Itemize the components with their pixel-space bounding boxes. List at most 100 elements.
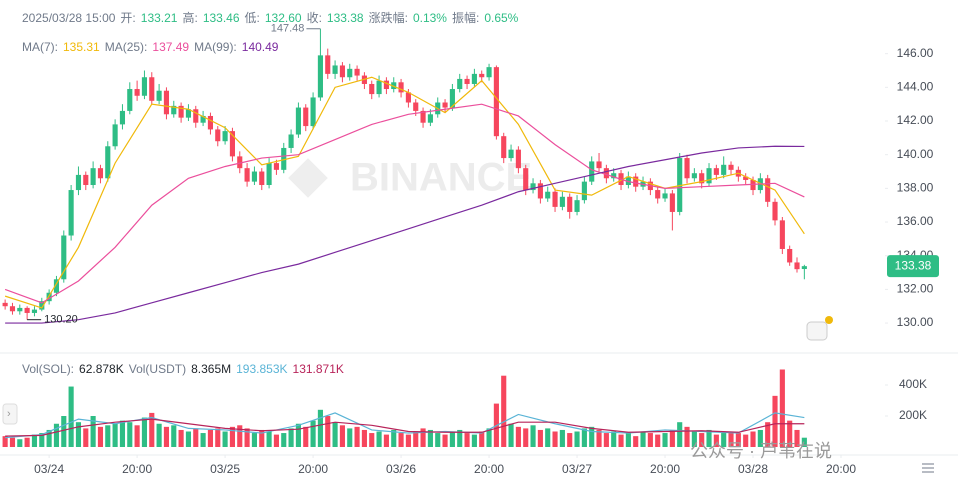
- volume-bar: [596, 429, 602, 447]
- volume-bar: [801, 437, 807, 447]
- candle-body: [259, 171, 265, 185]
- volume-ma-line: [5, 418, 805, 437]
- volume-bar: [237, 425, 243, 447]
- volume-bar: [743, 434, 749, 447]
- header: 2025/03/28 15:00 开: 133.21 高: 133.46 低: 132.60…: [22, 9, 523, 26]
- candle-body: [413, 102, 419, 111]
- field-label: 收:: [306, 11, 322, 25]
- volume-bar: [251, 433, 257, 447]
- ma-line: [4, 103, 805, 304]
- field-value: 0.13%: [412, 11, 447, 25]
- volume-bar: [46, 429, 52, 447]
- volume-bar: [68, 386, 74, 447]
- volume-bar: [684, 426, 690, 447]
- candle-body: [149, 77, 155, 101]
- candle-body: [383, 80, 389, 90]
- candle-body: [743, 176, 749, 180]
- vol-ma-value: 193.853K: [236, 362, 288, 376]
- candle-body: [515, 149, 521, 169]
- volume-bar: [185, 431, 192, 447]
- candle-body: [603, 168, 609, 179]
- candle-body: [405, 92, 411, 103]
- candle-body: [530, 183, 536, 191]
- volume-bar: [273, 434, 279, 447]
- candle-body: [171, 105, 177, 115]
- x-tick-label: 03/28: [738, 462, 768, 476]
- candle-body: [787, 248, 793, 263]
- candle-body: [39, 301, 45, 310]
- volume-bar: [112, 423, 118, 447]
- volume-bar: [611, 431, 617, 447]
- candle-body: [273, 163, 279, 170]
- candle-body: [464, 78, 470, 84]
- candle-body: [457, 78, 463, 90]
- candle-body: [185, 109, 192, 118]
- volume-bar: [471, 434, 477, 447]
- volume-bar: [339, 425, 345, 447]
- candle-body: [9, 306, 16, 312]
- volume-bar: [420, 428, 426, 447]
- candle-body: [119, 110, 126, 125]
- high-label: 147.48: [271, 23, 305, 35]
- volume-bar: [119, 420, 126, 447]
- ma-line: [4, 76, 805, 309]
- y-tick-label: 140.00: [897, 147, 934, 161]
- volume-bar: [537, 429, 543, 447]
- datetime: 2025/03/28 15:00: [22, 11, 116, 25]
- low-label: 130.20: [44, 314, 78, 326]
- field-value: 133.38: [326, 11, 364, 25]
- ma-value: 137.49: [152, 40, 190, 54]
- volume-bar: [222, 431, 228, 447]
- candle-body: [127, 89, 133, 111]
- collapse-button[interactable]: [2, 403, 18, 425]
- volume-bar: [207, 429, 214, 447]
- volume-bar: [141, 417, 148, 447]
- settings-icon[interactable]: [922, 463, 934, 473]
- volume-bar: [457, 429, 463, 447]
- candle-body: [581, 181, 587, 201]
- candle-body: [251, 171, 257, 182]
- candle-body: [83, 174, 89, 185]
- volume-bar: [2, 436, 8, 447]
- candle-body: [303, 107, 309, 127]
- y-tick-label: 132.00: [897, 282, 934, 296]
- volume-bar: [750, 431, 756, 447]
- volume-bar: [765, 422, 771, 447]
- candle-body: [281, 147, 287, 170]
- candle-body: [222, 131, 228, 142]
- y-tick-label: 142.00: [897, 113, 934, 127]
- ma-legend: MA(7): 135.31 MA(25): 137.49 MA(99): 140.49: [22, 40, 283, 54]
- volume-bar: [728, 431, 734, 447]
- volume-bar: [647, 433, 653, 447]
- volume-bar: [295, 423, 301, 447]
- candle-body: [721, 164, 727, 175]
- footer-watermark: 公众号 · 芦苇在说: [690, 441, 832, 461]
- volume-bar: [618, 434, 624, 447]
- volume-bar: [244, 428, 250, 447]
- volume-bar: [24, 437, 30, 447]
- candle-body: [552, 191, 558, 207]
- candle-body: [779, 220, 785, 249]
- volume-bar: [721, 433, 727, 447]
- volume-bar: [508, 423, 514, 447]
- volume-bar: [53, 423, 60, 447]
- volume-bar: [735, 433, 741, 447]
- volume-bar: [281, 433, 287, 447]
- candle-body: [2, 302, 8, 307]
- candle-body: [713, 168, 719, 175]
- volume-bar: [449, 431, 455, 447]
- vol-name: Vol(USDT): [128, 362, 187, 376]
- volume-bar: [486, 428, 492, 447]
- candle-body: [493, 67, 499, 137]
- vol-ma-value: 131.871K: [292, 362, 344, 376]
- candle-body: [801, 266, 807, 270]
- widget-icon[interactable]: [806, 321, 828, 341]
- volume-bar: [405, 434, 411, 447]
- candle-body: [633, 176, 639, 187]
- candle-body: [369, 83, 375, 95]
- candle-body: [317, 55, 323, 98]
- y-tick-label: 144.00: [897, 80, 934, 94]
- volume-bar: [105, 425, 111, 447]
- volume-bar: [361, 429, 367, 447]
- field-value: 133.46: [202, 11, 240, 25]
